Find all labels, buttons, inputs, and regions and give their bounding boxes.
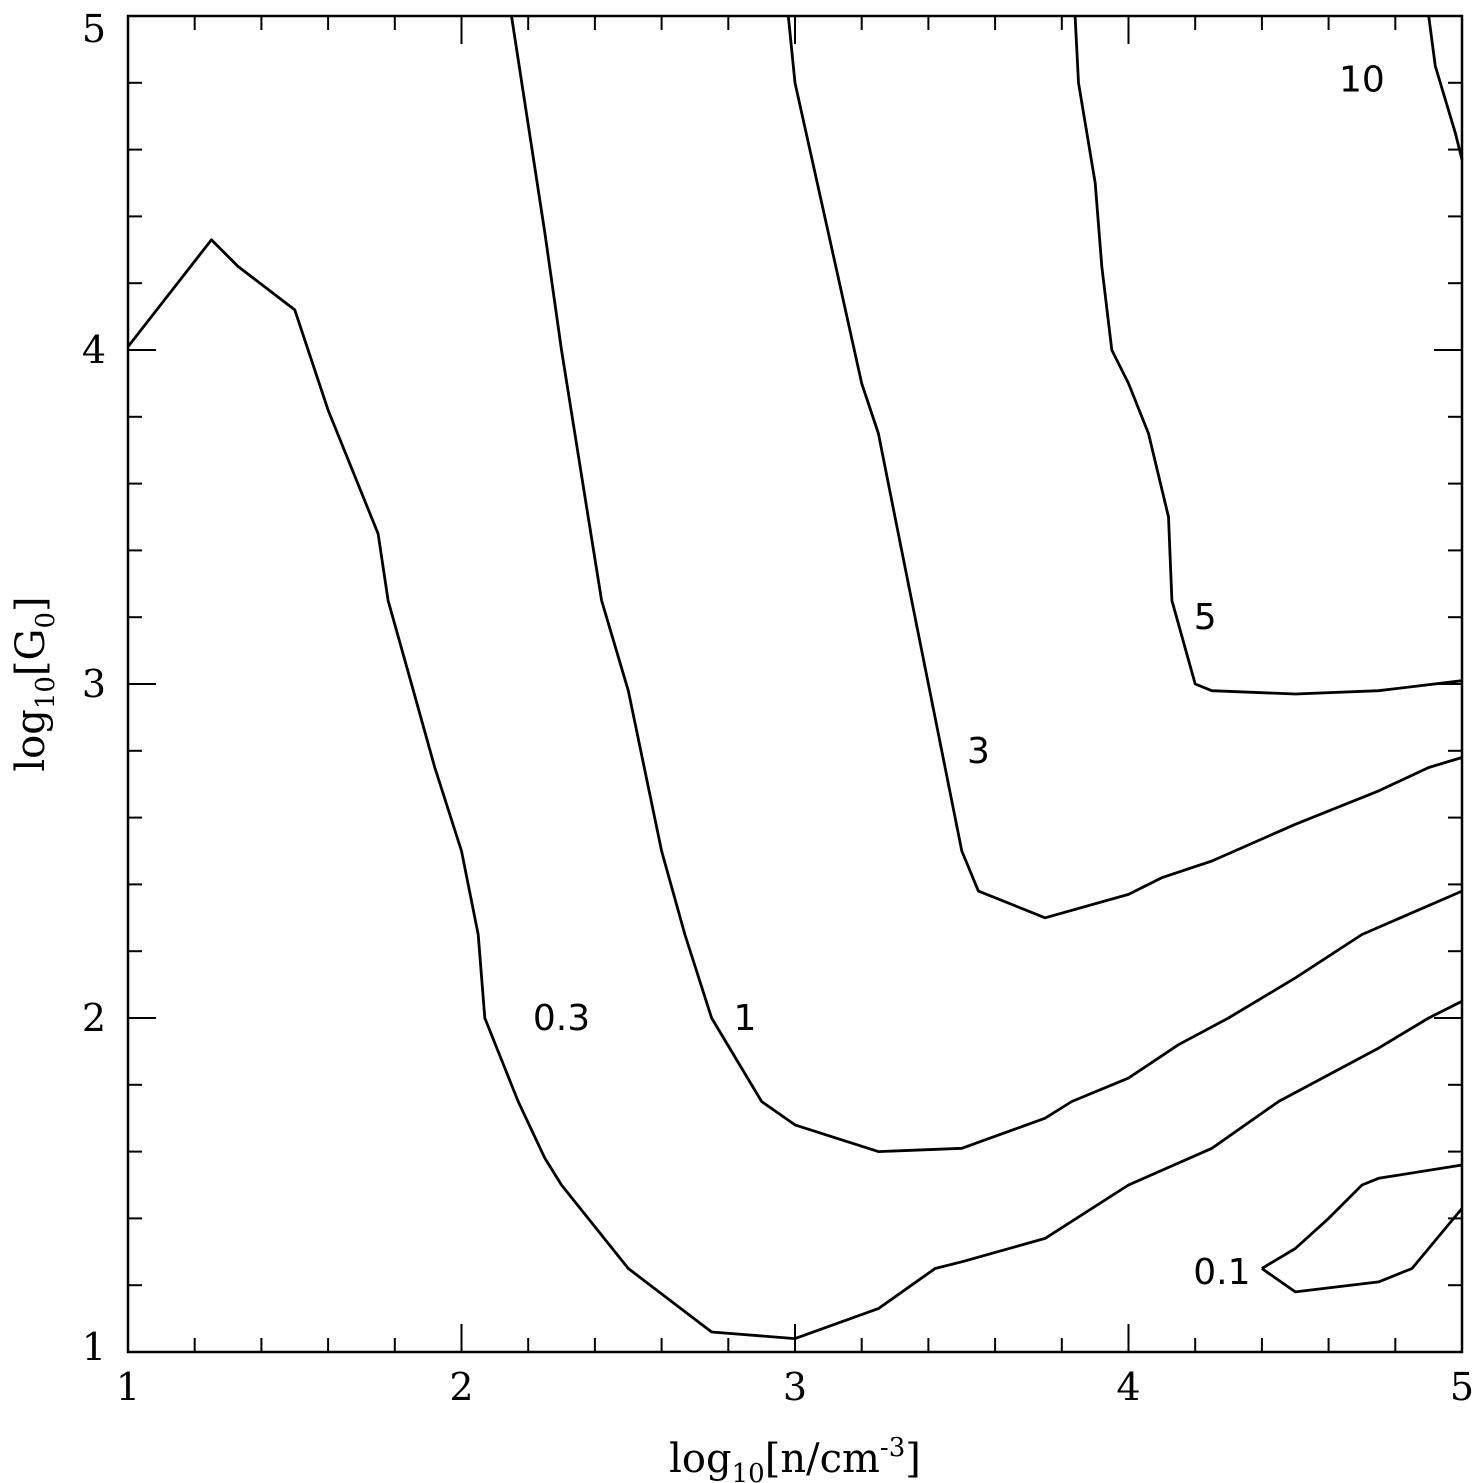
y-tick-label: 1 — [82, 1325, 106, 1369]
contour-label-1: 1 — [734, 998, 757, 1039]
y-tick-label: 3 — [82, 662, 106, 706]
contour-line-0.3 — [126, 238, 1463, 1340]
x-tick-label: 1 — [116, 1365, 140, 1409]
x-tick-label: 3 — [783, 1365, 807, 1409]
x-tick-label: 5 — [1450, 1365, 1474, 1409]
contour-lines — [126, 15, 1464, 1340]
y-tick-label: 2 — [82, 996, 106, 1040]
contour-label-0.1: 0.1 — [1193, 1252, 1250, 1293]
x-tick-label: 4 — [1116, 1365, 1140, 1409]
contour-line-1 — [510, 15, 1463, 1153]
contour-line-0.1 — [1261, 1163, 1463, 1270]
contour-line-3 — [786, 15, 1463, 920]
plot-frame — [126, 14, 1464, 1354]
contour-label-5: 5 — [1194, 597, 1217, 638]
y-axis-label: log10[G0] — [8, 596, 61, 771]
y-tick-label: 5 — [82, 7, 106, 51]
contour-labels: 0.1 0.3 1 3 5 10 — [533, 59, 1385, 1292]
x-axis-label: log10[n/cm-3] — [669, 1433, 921, 1483]
contour-line-0.1 — [1261, 1207, 1464, 1294]
contour-line-5 — [1073, 15, 1463, 696]
contour-label-0.3: 0.3 — [533, 998, 590, 1039]
contour-line-10 — [1427, 15, 1464, 160]
tick-labels: 1 2 3 4 5 1 2 3 4 5 — [82, 7, 1474, 1409]
y-tick-label: 4 — [82, 328, 106, 372]
axis-ticks — [127, 15, 1463, 1353]
contour-label-3: 3 — [967, 731, 990, 772]
x-tick-label: 2 — [449, 1365, 473, 1409]
contour-label-10: 10 — [1339, 59, 1385, 100]
